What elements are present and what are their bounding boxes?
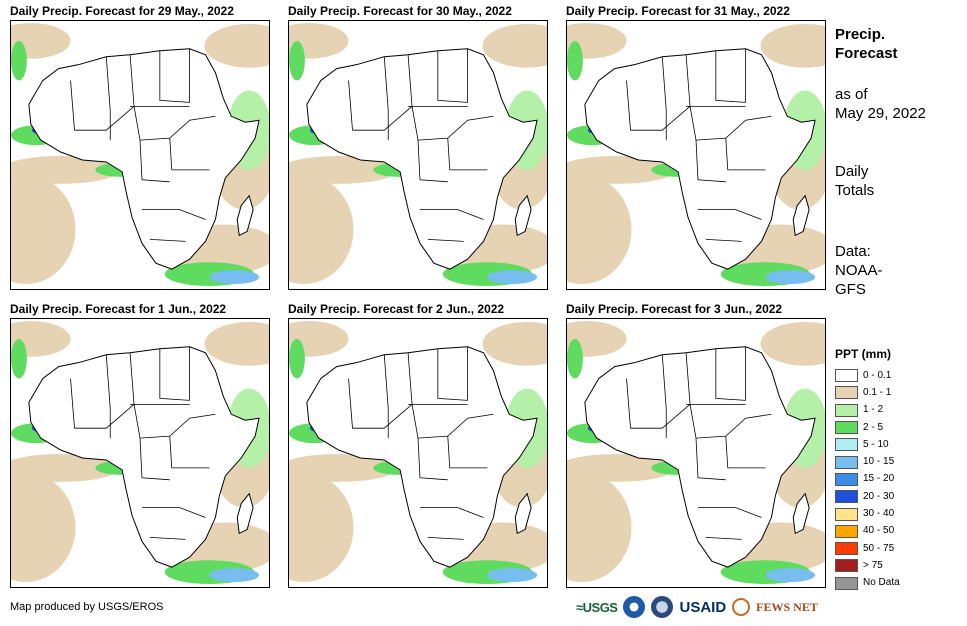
seal-logo-icon bbox=[651, 596, 674, 618]
legend-label: 15 - 20 bbox=[863, 473, 895, 485]
legend-swatch bbox=[835, 576, 858, 590]
precip-map bbox=[566, 318, 826, 588]
usgs-logo: ≈USGS bbox=[576, 599, 618, 615]
legend-item: 30 - 40 bbox=[835, 505, 935, 522]
legend: PPT (mm) 0 - 0.1 0.1 - 1 1 - 2 2 - 5 5 - 10 1… bbox=[835, 347, 935, 592]
legend-label: 30 - 40 bbox=[863, 508, 895, 520]
side-heading-line: Forecast bbox=[835, 45, 898, 62]
precip-map bbox=[566, 20, 826, 290]
side-totals: Daily Totals bbox=[835, 162, 874, 200]
legend-rows: 0 - 0.1 0.1 - 1 1 - 2 2 - 5 5 - 10 10 - 15 15 … bbox=[835, 367, 935, 592]
side-heading-line: Precip. bbox=[835, 26, 886, 43]
legend-swatch bbox=[835, 455, 858, 469]
legend-item: 50 - 75 bbox=[835, 540, 935, 557]
legend-item: 0 - 0.1 bbox=[835, 367, 935, 384]
legend-swatch bbox=[835, 472, 858, 486]
legend-swatch bbox=[835, 386, 858, 400]
side-asof-date: May 29, 2022 bbox=[835, 105, 926, 122]
legend-swatch bbox=[835, 524, 858, 538]
legend-label: 50 - 75 bbox=[863, 542, 895, 554]
side-asof: as of May 29, 2022 bbox=[835, 85, 926, 123]
legend-swatch bbox=[835, 507, 858, 521]
legend-item: 15 - 20 bbox=[835, 471, 935, 488]
precip-map bbox=[10, 318, 270, 588]
precip-map bbox=[10, 20, 270, 290]
legend-label: 20 - 30 bbox=[863, 490, 895, 502]
legend-label: No Data bbox=[863, 577, 900, 589]
legend-swatch bbox=[835, 490, 858, 504]
legend-label: 40 - 50 bbox=[863, 525, 895, 537]
legend-label: 0.1 - 1 bbox=[863, 386, 892, 398]
legend-item: 1 - 2 bbox=[835, 402, 935, 419]
legend-item: 0.1 - 1 bbox=[835, 384, 935, 401]
noaa-logo-icon bbox=[623, 596, 646, 618]
legend-swatch bbox=[835, 403, 858, 417]
map-credit: Map produced by USGS/EROS bbox=[10, 601, 164, 613]
panel-title: Daily Precip. Forecast for 29 May., 2022 bbox=[10, 4, 234, 18]
legend-title: PPT (mm) bbox=[835, 347, 892, 361]
side-totals-line: Daily bbox=[835, 163, 869, 180]
legend-item: 10 - 15 bbox=[835, 453, 935, 470]
side-data-line: Data: bbox=[835, 243, 871, 260]
precip-map bbox=[288, 20, 548, 290]
legend-label: 10 - 15 bbox=[863, 456, 895, 468]
legend-swatch bbox=[835, 369, 858, 383]
legend-swatch bbox=[835, 421, 858, 435]
side-asof-line: as of bbox=[835, 86, 868, 103]
legend-label: 0 - 0.1 bbox=[863, 369, 892, 381]
usaid-logo: USAID bbox=[679, 598, 727, 616]
side-heading: Precip. Forecast bbox=[835, 25, 898, 63]
legend-item: 40 - 50 bbox=[835, 523, 935, 540]
legend-item: 20 - 30 bbox=[835, 488, 935, 505]
side-data-line: NOAA- bbox=[835, 262, 883, 279]
panel-title: Daily Precip. Forecast for 31 May., 2022 bbox=[566, 4, 790, 18]
legend-swatch bbox=[835, 559, 858, 573]
legend-label: 5 - 10 bbox=[863, 438, 889, 450]
fews-net-logo: FEWS NET bbox=[756, 599, 818, 614]
side-data-line: GFS bbox=[835, 281, 866, 298]
legend-label: 1 - 2 bbox=[863, 404, 884, 416]
panel-title: Daily Precip. Forecast for 2 Jun., 2022 bbox=[288, 302, 505, 316]
precip-map bbox=[288, 318, 548, 588]
legend-swatch bbox=[835, 438, 858, 452]
legend-swatch bbox=[835, 542, 858, 556]
legend-item: > 75 bbox=[835, 557, 935, 574]
legend-item: 5 - 10 bbox=[835, 436, 935, 453]
side-totals-line: Totals bbox=[835, 182, 875, 199]
side-data-source: Data: NOAA- GFS bbox=[835, 242, 883, 299]
legend-label: 2 - 5 bbox=[863, 421, 884, 433]
logo-strip: ≈USGS USAID FEWS NET bbox=[576, 594, 818, 620]
legend-label: > 75 bbox=[863, 559, 883, 571]
fews-net-globe-icon bbox=[732, 598, 751, 616]
legend-item: 2 - 5 bbox=[835, 419, 935, 436]
legend-item: No Data bbox=[835, 575, 935, 592]
panel-title: Daily Precip. Forecast for 30 May., 2022 bbox=[288, 4, 512, 18]
panel-title: Daily Precip. Forecast for 3 Jun., 2022 bbox=[566, 302, 783, 316]
panel-title: Daily Precip. Forecast for 1 Jun., 2022 bbox=[10, 302, 227, 316]
